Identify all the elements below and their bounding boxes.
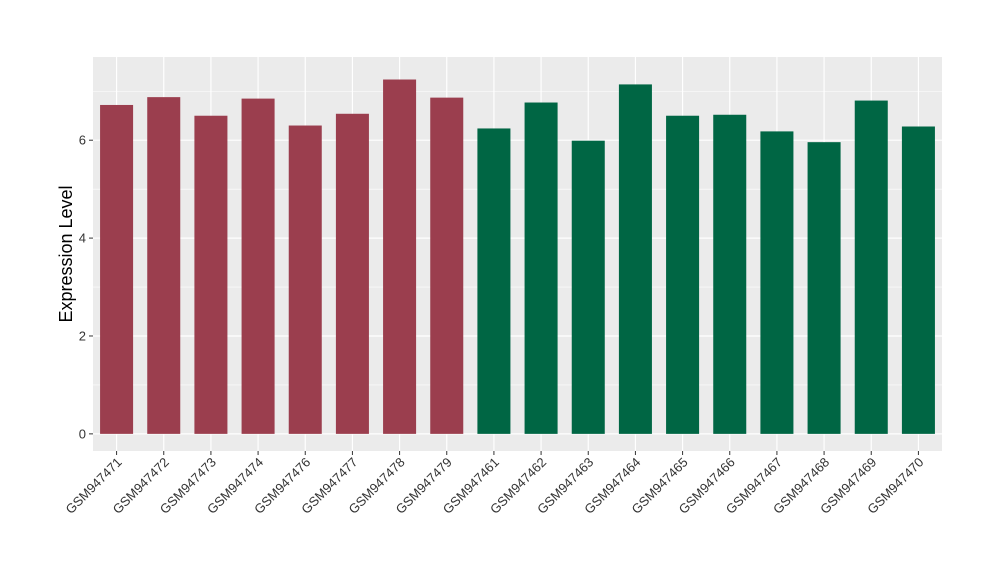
bar-GSM947476: [288, 125, 322, 434]
y-tick-label: 4: [79, 231, 86, 246]
bar-GSM947469: [854, 100, 888, 434]
bar-GSM947466: [713, 114, 747, 434]
bar-GSM947473: [194, 115, 228, 434]
bar-GSM947467: [760, 131, 794, 434]
bar-GSM947463: [571, 140, 605, 434]
y-tick-label: 6: [79, 133, 86, 148]
bar-GSM947465: [666, 115, 700, 434]
bar-GSM947471: [100, 104, 134, 434]
plot-panel: [93, 57, 942, 451]
bar-GSM947472: [147, 97, 181, 434]
y-axis-title: Expression Level: [56, 185, 76, 322]
bar-GSM947462: [524, 102, 558, 434]
bar-GSM947474: [241, 98, 275, 434]
y-axis: 0 2 4 6: [79, 133, 93, 441]
bar-GSM947478: [383, 79, 417, 434]
bar-GSM947464: [618, 84, 652, 434]
y-tick-label: 2: [79, 328, 86, 343]
bar-GSM947477: [335, 113, 369, 434]
bar-GSM947470: [901, 126, 935, 434]
y-tick-label: 0: [79, 426, 86, 441]
bars: [100, 79, 935, 434]
bar-GSM947468: [807, 142, 841, 434]
bar-GSM947461: [477, 128, 511, 434]
bar-GSM947479: [430, 97, 464, 434]
x-axis: GSM947471GSM947472GSM947473GSM947474GSM9…: [62, 451, 927, 517]
